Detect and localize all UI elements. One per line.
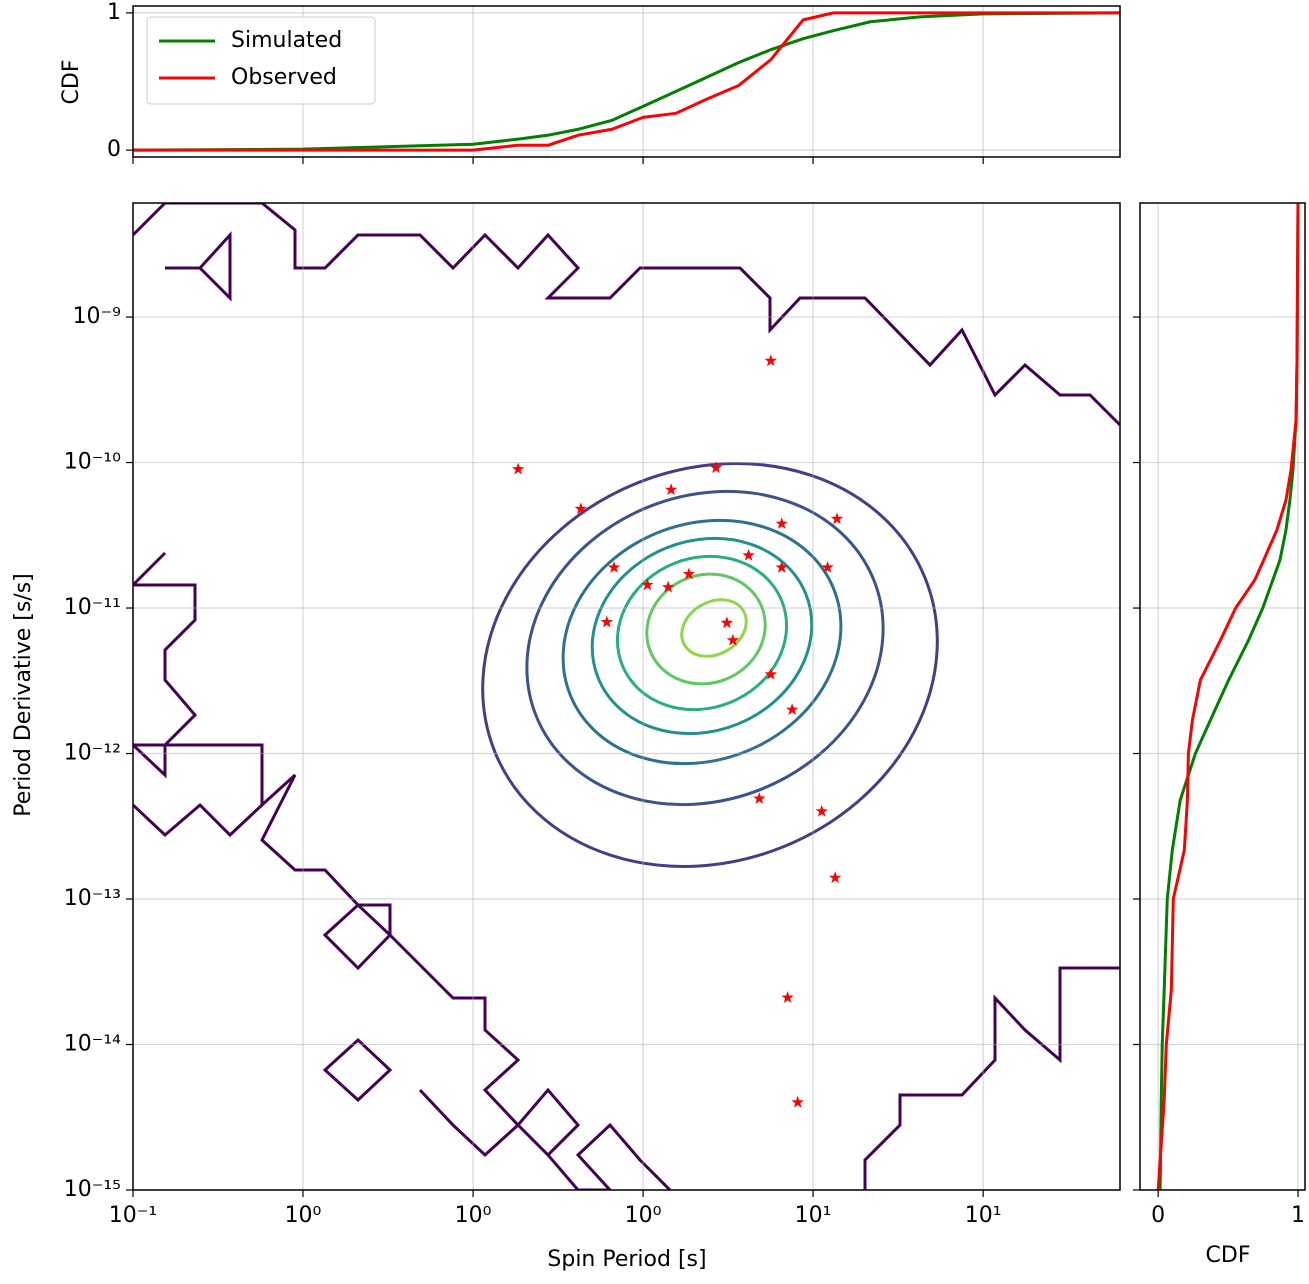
outer-contour: [133, 551, 672, 1190]
star-marker: [709, 461, 723, 474]
x-tick-label: 10¹: [965, 1203, 1002, 1228]
legend-box: [146, 16, 376, 105]
x-tick-label: 10⁰: [455, 1203, 492, 1228]
axes-frame: [132, 5, 1121, 158]
star-marker: [775, 517, 788, 529]
outer-contour: [418, 1088, 550, 1158]
y-tick-label: 10⁻¹⁰: [64, 450, 121, 475]
x-tick-label: 10⁰: [625, 1203, 662, 1228]
star-marker: [829, 871, 842, 883]
star-marker: [664, 483, 678, 495]
contour: [481, 462, 939, 868]
y-tick-label: 1: [107, 0, 121, 25]
outer-contour: [133, 802, 264, 838]
x-axis-label: CDF: [1206, 1243, 1251, 1268]
x-tick-label: 10¹: [795, 1203, 832, 1228]
y-tick-label: 0: [107, 137, 121, 162]
star-marker: [726, 633, 740, 646]
legend: Simulated Observed: [146, 16, 376, 105]
contour: [680, 598, 748, 658]
contour: [525, 489, 885, 807]
cdf-line: [132, 11, 1121, 152]
star-marker: [781, 991, 794, 1003]
y-tick-label: 10⁻⁹: [73, 304, 121, 329]
axes-frame: [132, 202, 1121, 1191]
contour: [590, 536, 814, 736]
x-tick-label: 10⁰: [285, 1203, 322, 1228]
x-axis-label: Spin Period [s]: [547, 1247, 706, 1272]
outer-contour: [322, 902, 393, 971]
cdf-line: [133, 11, 1120, 152]
star-marker: [764, 354, 777, 367]
star-marker: [815, 804, 828, 817]
y-axis-label: Period Derivative [s/s]: [11, 573, 36, 817]
axes-frame: [1139, 202, 1306, 1191]
star-marker: [775, 561, 788, 573]
y-tick-label: 10⁻¹²: [64, 741, 121, 766]
y-axis-label: CDF: [59, 60, 84, 105]
star-marker: [753, 792, 766, 804]
outer-contour: [863, 966, 1120, 1190]
star-marker: [764, 667, 777, 680]
cdf-line: [1156, 202, 1300, 1191]
star-marker: [786, 703, 799, 715]
legend-label: Observed: [231, 65, 337, 90]
outer-contour: [165, 231, 232, 302]
contour: [645, 572, 767, 686]
x-tick-label: 0: [1151, 1203, 1165, 1228]
star-marker: [574, 502, 587, 515]
outer-contour: [322, 1037, 393, 1103]
legend-label: Simulated: [231, 28, 342, 53]
cdf-line: [1158, 202, 1300, 1191]
star-marker: [791, 1095, 804, 1108]
star-marker: [662, 580, 675, 593]
y-tick-label: 10⁻¹⁵: [64, 1177, 121, 1202]
y-tick-label: 10⁻¹³: [64, 886, 121, 911]
star-marker: [607, 561, 621, 573]
y-tick-label: 10⁻¹¹: [64, 595, 121, 620]
star-marker: [742, 548, 755, 561]
star-marker: [682, 567, 696, 580]
outer-contour: [133, 203, 1120, 427]
star-marker: [830, 512, 844, 525]
contour: [615, 554, 789, 712]
star-marker: [512, 462, 525, 475]
contour: [561, 518, 843, 766]
star-marker: [641, 578, 654, 591]
star-marker: [821, 561, 834, 573]
star-marker: [600, 615, 613, 628]
density-contours: [133, 203, 1120, 1190]
x-tick-label: 1: [1291, 1203, 1305, 1228]
star-marker: [720, 616, 734, 629]
x-tick-label: 10⁻¹: [109, 1203, 157, 1228]
y-tick-label: 10⁻¹⁴: [64, 1032, 121, 1057]
